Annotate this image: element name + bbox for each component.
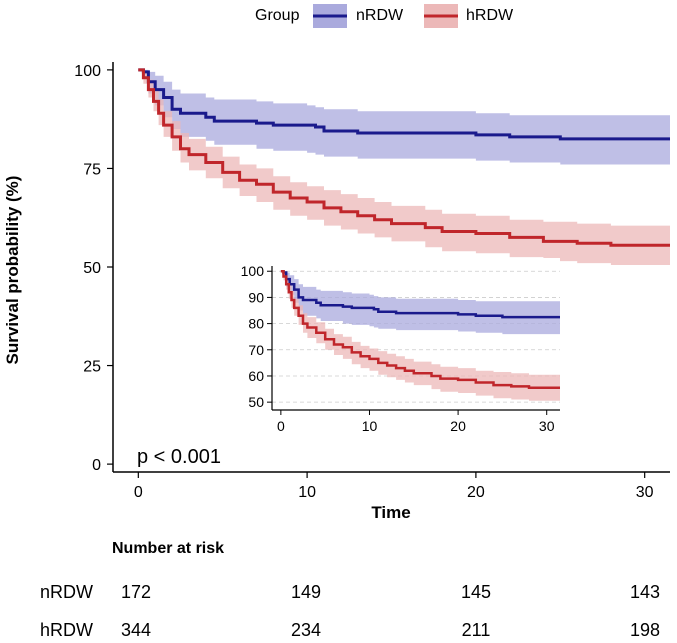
inset-y-tick-label: 90: [248, 289, 264, 305]
inset-x-tick-label: 30: [539, 418, 555, 434]
legend-title: Group: [255, 7, 300, 24]
inset-band-nrdw: [280, 271, 560, 337]
inset-background: [230, 258, 560, 438]
inset-curve-hrdw: [280, 269, 560, 389]
legend-label-hrdw: hRDW: [466, 7, 514, 24]
risk-value: 211: [461, 620, 491, 640]
risk-value: 344: [120, 620, 152, 640]
x-axis-title: Time: [371, 503, 410, 522]
inset-confidence-bands: [280, 271, 560, 403]
risk-value: 145: [460, 582, 492, 602]
x-tick-label: 30: [636, 484, 654, 501]
y-axis-title: Survival probability (%): [3, 176, 22, 365]
x-tick-label: 0: [134, 484, 143, 501]
x-tick-label: 20: [467, 484, 485, 501]
risk-value: 172: [120, 582, 152, 602]
risk-value: 234: [290, 620, 322, 640]
inset-plot: 50 60 70 80 90 100 0 10 20 30: [230, 258, 560, 438]
risk-row-label-hrdw: hRDW: [40, 620, 93, 640]
x-tick-label: 10: [298, 484, 316, 501]
inset-x-axis-ticks: 0 10 20 30: [277, 410, 555, 434]
y-tick-label: 100: [74, 63, 101, 80]
main-survival-curves: [138, 68, 670, 247]
risk-table-title: Number at risk: [112, 540, 225, 557]
p-value-annotation: p < 0.001: [137, 446, 221, 468]
y-axis-ticks: 0 25 50 75 100: [74, 63, 113, 474]
inset-y-axis-ticks: 50 60 70 80 90 100: [241, 263, 272, 410]
risk-value: 198: [629, 620, 661, 640]
risk-value: 149: [290, 582, 322, 602]
y-tick-label: 75: [83, 161, 101, 178]
y-tick-label: 25: [83, 359, 101, 376]
inset-x-tick-label: 0: [277, 418, 285, 434]
inset-y-tick-label: 60: [248, 368, 264, 384]
inset-y-tick-label: 80: [248, 316, 264, 332]
y-tick-label: 0: [92, 457, 101, 474]
inset-y-tick-label: 100: [241, 263, 265, 279]
risk-row-label-nrdw: nRDW: [40, 582, 93, 602]
inset-y-tick-label: 50: [248, 394, 264, 410]
legend: Group nRDW hRDW: [255, 4, 514, 28]
main-curve-nrdw: [138, 68, 670, 141]
inset-x-tick-label: 10: [362, 418, 378, 434]
inset-band-hrdw: [280, 271, 560, 403]
y-tick-label: 50: [83, 260, 101, 277]
legend-label-nrdw: nRDW: [356, 7, 404, 24]
main-band-hrdw: [138, 69, 671, 268]
main-band-nrdw: [138, 69, 671, 169]
risk-value: 143: [629, 582, 661, 602]
inset-curve-nrdw: [280, 269, 560, 319]
main-confidence-bands: [138, 69, 671, 268]
main-curve-hrdw: [138, 68, 670, 247]
x-axis-ticks: 0 10 20 30: [134, 472, 654, 501]
inset-survival-curves: [280, 269, 560, 389]
inset-y-tick-label: 70: [248, 342, 264, 358]
inset-x-tick-label: 20: [450, 418, 466, 434]
